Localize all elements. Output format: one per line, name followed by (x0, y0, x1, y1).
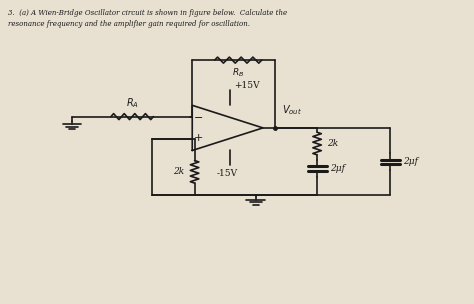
Text: 2μf: 2μf (403, 157, 419, 166)
Text: $V_{out}$: $V_{out}$ (282, 104, 302, 117)
Text: -15V: -15V (217, 169, 238, 178)
Text: $R_B$: $R_B$ (232, 66, 244, 79)
Text: +15V: +15V (234, 81, 259, 90)
Text: 2k: 2k (173, 167, 184, 176)
Text: 3.  (a) A Wien-Bridge Oscillator circuit is shown in figure below.  Calculate th: 3. (a) A Wien-Bridge Oscillator circuit … (9, 9, 288, 17)
Text: −: − (194, 113, 203, 123)
Text: 2k: 2k (328, 139, 339, 148)
Text: +: + (194, 133, 203, 143)
Text: 2μf: 2μf (330, 164, 345, 173)
Text: $R_A$: $R_A$ (126, 96, 138, 110)
Text: resonance frequency and the amplifier gain required for oscillation.: resonance frequency and the amplifier ga… (9, 20, 250, 28)
